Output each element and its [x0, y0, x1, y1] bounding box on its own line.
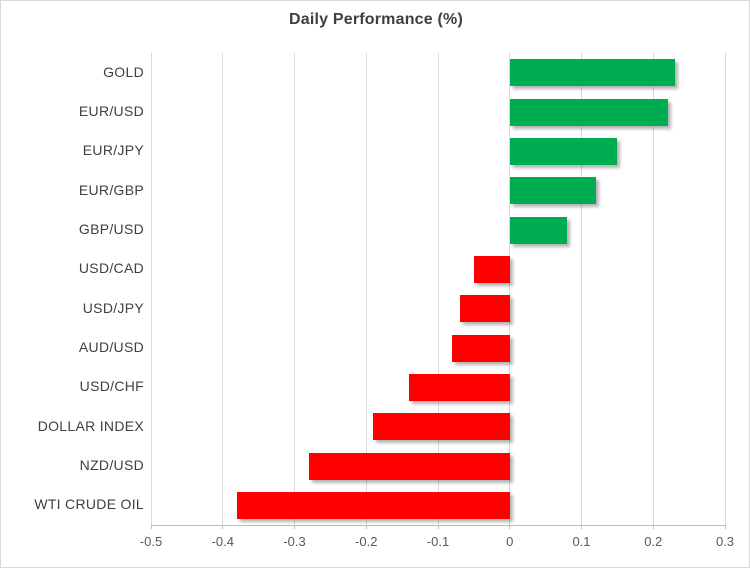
category-label: EUR/GBP	[78, 181, 144, 198]
x-tick-label: 0.1	[572, 534, 591, 549]
zero-gridline	[509, 53, 511, 525]
bar-gold	[509, 59, 675, 87]
bar-usd-jpy	[459, 295, 510, 323]
gridline	[294, 53, 295, 525]
category-label: EUR/JPY	[82, 142, 144, 159]
category-label: DOLLAR INDEX	[37, 417, 144, 434]
x-tick-label: 0	[506, 534, 514, 549]
axis-tick	[724, 525, 726, 529]
axis-tick	[365, 525, 367, 529]
category-label: WTI CRUDE OIL	[34, 496, 144, 513]
x-tick-label: -0.3	[283, 534, 306, 549]
category-label: NZD/USD	[79, 457, 144, 473]
bar-usd-cad	[473, 255, 510, 283]
x-tick-label: -0.5	[139, 534, 163, 549]
axis-tick	[222, 525, 224, 529]
bar-usd-chf	[409, 373, 510, 401]
bar-nzd-usd	[308, 452, 510, 480]
category-label: USD/CAD	[78, 260, 144, 277]
gridline	[724, 53, 726, 525]
gridline	[437, 53, 439, 525]
axis-tick	[437, 525, 439, 529]
gridline	[652, 53, 654, 525]
category-label: EUR/USD	[78, 103, 144, 119]
gridline	[581, 53, 582, 525]
x-tick-label: -0.1	[426, 534, 450, 549]
axis-tick	[294, 525, 295, 529]
bar-wti-crude-oil	[237, 491, 510, 519]
gridline	[365, 53, 367, 525]
category-label: AUD/USD	[78, 339, 144, 355]
axis-tick	[652, 525, 654, 529]
x-tick-label: -0.4	[211, 534, 234, 549]
bar-eur-usd	[509, 98, 668, 126]
bar-eur-gbp	[509, 177, 596, 205]
axis-tick	[509, 525, 511, 529]
gridline	[150, 53, 152, 525]
bar-dollar-index	[373, 413, 510, 441]
bar-gbp-usd	[509, 216, 568, 244]
x-axis-line	[151, 525, 725, 526]
x-tick-label: 0.2	[644, 534, 663, 549]
category-label: USD/CHF	[79, 378, 144, 395]
bar-eur-jpy	[509, 137, 618, 165]
x-tick-label: -0.2	[355, 534, 378, 549]
category-label: GOLD	[103, 63, 144, 80]
bar-aud-usd	[452, 334, 510, 362]
axis-tick	[150, 525, 152, 529]
gridline	[222, 53, 224, 525]
axis-tick	[581, 525, 582, 529]
category-label: GBP/USD	[78, 221, 144, 237]
category-label: USD/JPY	[82, 299, 144, 316]
x-tick-label: 0.3	[715, 534, 735, 549]
chart-title: Daily Performance (%)	[288, 11, 464, 28]
